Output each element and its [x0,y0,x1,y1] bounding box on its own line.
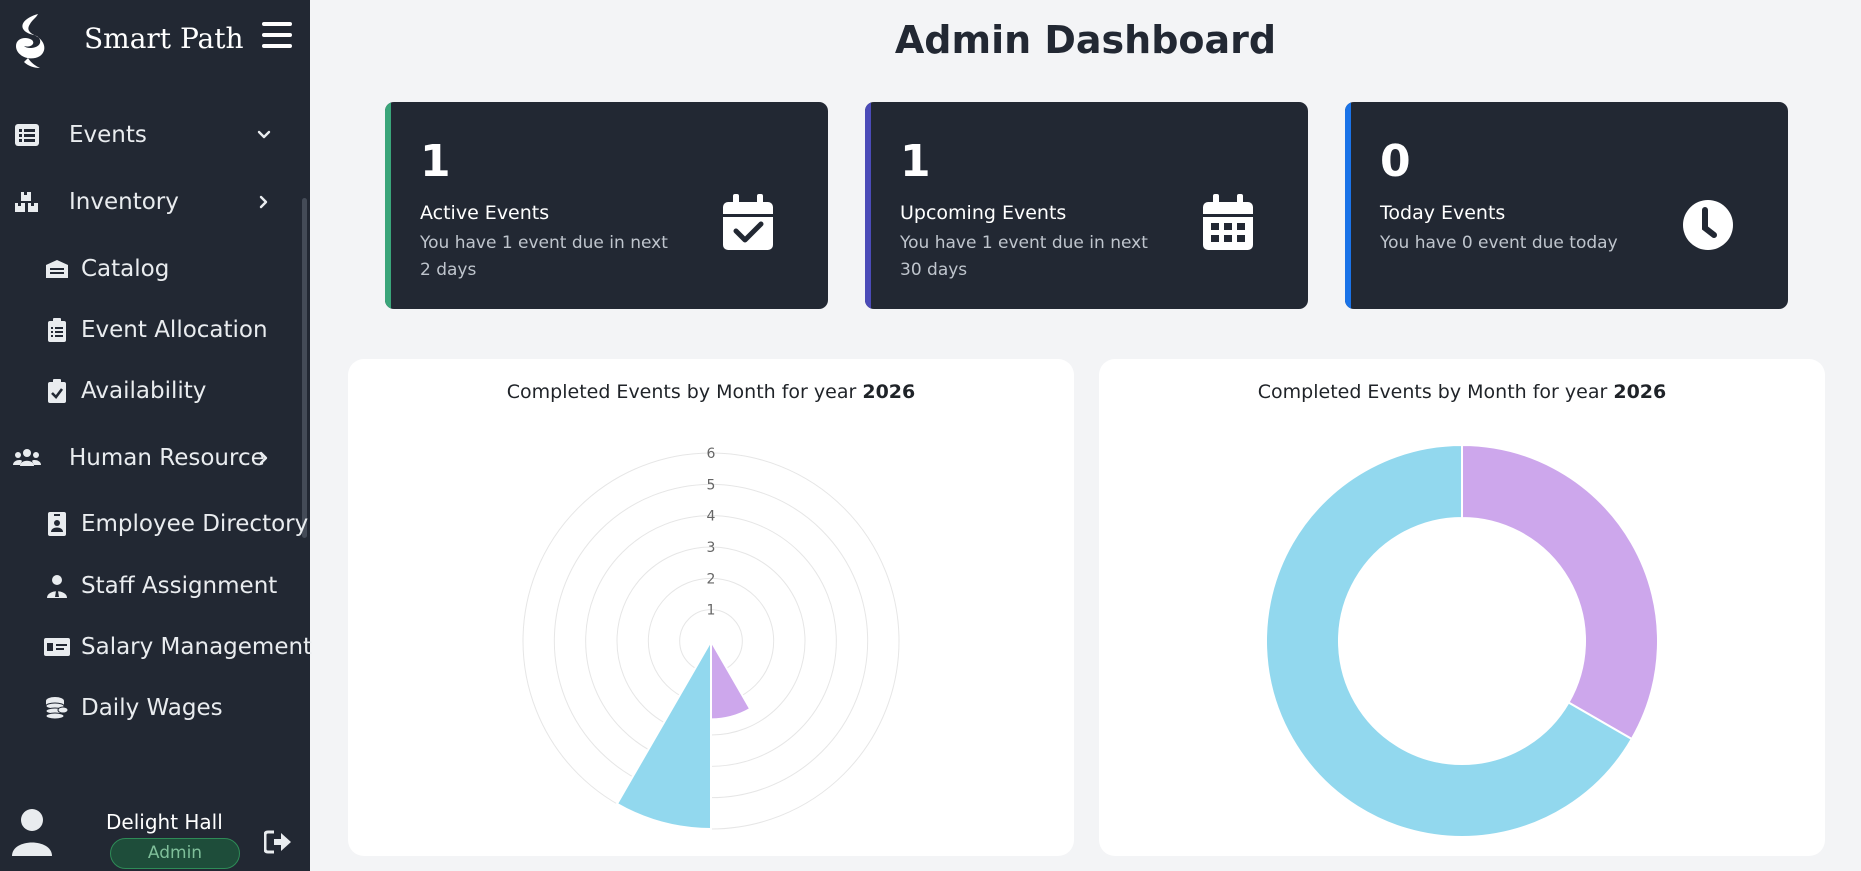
logout-icon[interactable] [264,830,292,854]
chart-title: Completed Events by Month for year 2026 [1257,381,1667,403]
chart-title-year: 2026 [1613,381,1667,403]
card-accent [385,102,391,309]
sidebar-item-label: Inventory [69,189,179,215]
card-accent [865,102,871,309]
stat-count: 1 [900,136,931,187]
polar-slice[interactable] [615,637,712,831]
sidebar-item-label: Events [69,122,147,148]
sidebar-item-label: Event Allocation [81,317,268,343]
radial-tick-label: 6 [707,446,716,462]
user-name: Delight Hall [106,810,223,834]
stat-title: Active Events [420,202,550,224]
clipboard-check-icon [44,378,70,404]
sidebar-item-event-allocation[interactable]: Event Allocation [0,307,300,353]
sidebar-item-daily-wages[interactable]: Daily Wages [0,685,300,731]
coins-icon [44,695,70,721]
radial-tick-label: 5 [707,477,716,493]
sidebar-item-employee-directory[interactable]: Employee Directory [0,501,308,547]
radial-tick-label: 2 [707,571,716,587]
clipboard-list-icon [44,317,70,343]
sidebar-item-events[interactable]: Events [0,111,300,159]
warehouse-icon [44,256,70,282]
polar-area-chart[interactable]: 1 2 3 4 5 6 [348,359,1074,856]
stat-description: You have 0 event due today [1380,233,1618,253]
sidebar-item-label: Availability [81,378,207,404]
sidebar-item-label: Catalog [81,256,170,282]
sidebar-item-label: Staff Assignment [81,573,278,599]
calendar-check-icon [723,194,773,250]
stat-title: Today Events [1380,202,1506,224]
user-tie-icon [44,573,70,599]
sidebar-item-catalog[interactable]: Catalog [0,246,300,292]
chevron-right-icon [259,195,268,209]
users-icon [13,444,41,472]
radial-tick-label: 4 [707,509,716,525]
brand: Smart Path [0,0,310,88]
radial-tick-label: 1 [707,603,716,619]
sidebar-item-availability[interactable]: Availability [0,368,300,414]
card-accent [1345,102,1351,309]
brand-logo-icon[interactable] [10,10,52,72]
stat-count: 1 [420,136,451,187]
sidebar-item-staff-assignment[interactable]: Staff Assignment [0,563,300,609]
radial-tick-label: 3 [707,540,716,556]
doughnut-segment[interactable] [1265,443,1634,838]
sidebar-item-label: Daily Wages [81,695,223,721]
doughnut-chart[interactable] [1099,359,1825,856]
user-profile: Delight Hall Admin [0,800,310,871]
id-badge-icon [44,511,70,537]
chevron-right-icon [259,451,268,465]
stat-title: Upcoming Events [900,202,1067,224]
stat-description: You have 1 event due in next 2 days [420,233,668,280]
menu-toggle-icon[interactable] [262,22,292,52]
clock-icon [1683,200,1733,250]
user-role-badge: Admin [110,838,240,869]
polar-slice[interactable] [710,637,752,721]
chart-title-year: 2026 [862,381,916,403]
brand-name: Smart Path [84,22,244,55]
avatar-icon[interactable] [10,808,54,856]
stat-count: 0 [1380,136,1411,187]
sidebar-item-human-resource[interactable]: Human Resource [0,434,300,482]
doughnut-segment[interactable] [1461,443,1659,741]
sidebar-item-inventory[interactable]: Inventory [0,178,300,226]
chart-card-polar: Completed Events by Month for year 2026 … [348,359,1074,856]
sidebar-item-salary-management[interactable]: Salary Management [0,624,312,670]
stat-card-upcoming-events[interactable]: 1 Upcoming Events You have 1 event due i… [865,102,1308,309]
stat-card-today-events[interactable]: 0 Today Events You have 0 event due toda… [1345,102,1788,309]
list-icon [13,121,41,149]
money-check-icon [44,634,70,660]
chart-card-doughnut: Completed Events by Month for year 2026 [1099,359,1825,856]
sidebar-scrollbar[interactable] [302,198,307,538]
boxes-icon [13,188,41,216]
sidebar: Smart Path Events Inventory Catalog Even… [0,0,312,871]
chart-title: Completed Events by Month for year 2026 [506,381,916,403]
stat-card-active-events[interactable]: 1 Active Events You have 1 event due in … [385,102,828,309]
sidebar-item-label: Human Resource [69,445,265,471]
page-title: Admin Dashboard [894,18,1277,62]
chevron-down-icon [257,130,271,139]
stat-description: You have 1 event due in next 30 days [900,233,1148,280]
sidebar-item-label: Salary Management [81,634,313,660]
sidebar-item-label: Employee Directory [81,511,309,537]
calendar-days-icon [1203,194,1253,250]
